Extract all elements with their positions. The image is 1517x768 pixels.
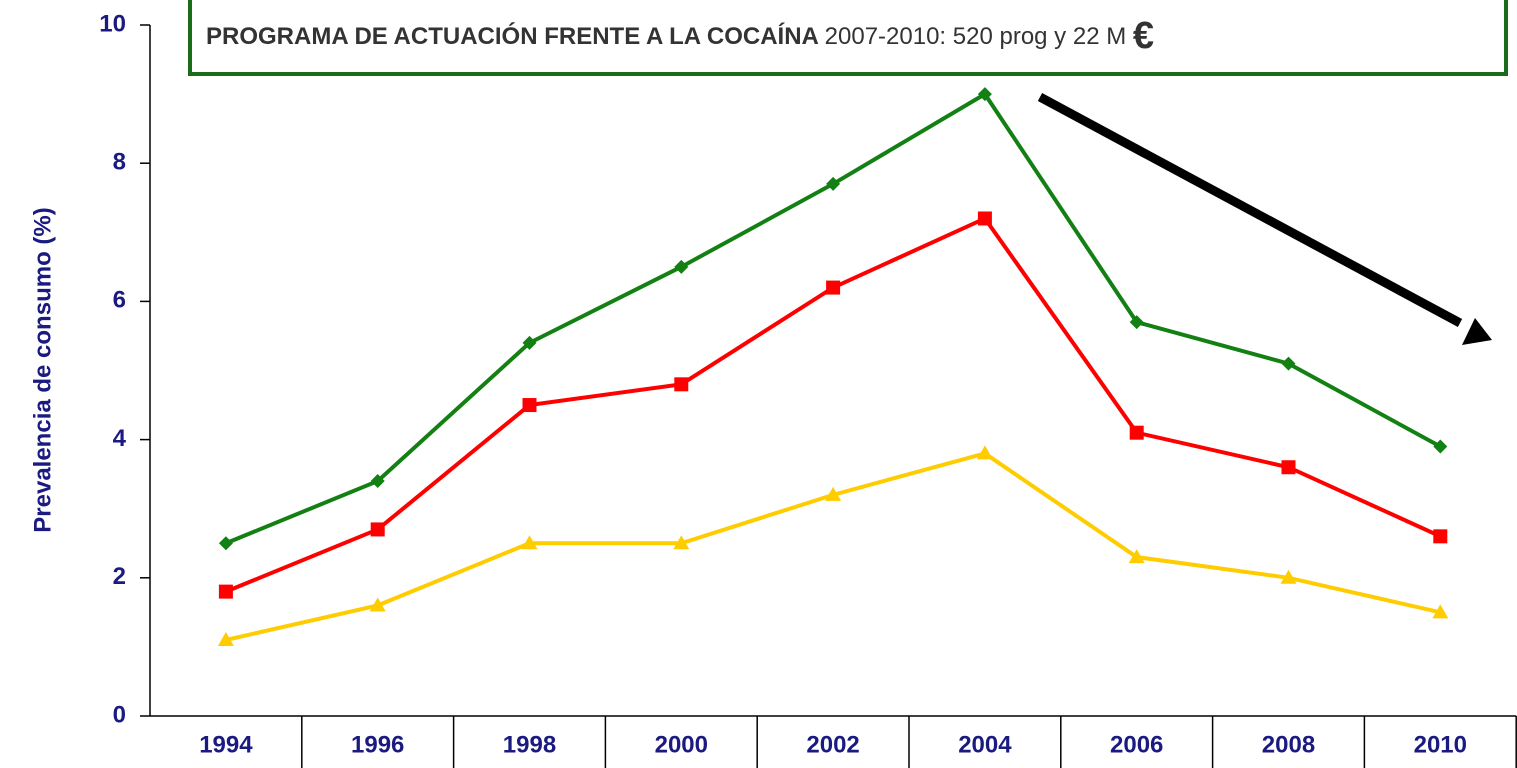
- data-point: [218, 536, 233, 551]
- data-point: [1128, 549, 1145, 564]
- data-point: [370, 474, 385, 489]
- data-point: [217, 631, 234, 646]
- series-line: [225, 91, 1442, 546]
- data-point: [826, 280, 841, 295]
- data-point: [522, 398, 537, 413]
- data-point: [369, 597, 386, 612]
- data-point: [1280, 569, 1297, 584]
- data-point: [674, 259, 689, 274]
- data-point: [370, 522, 385, 537]
- data-point: [1433, 439, 1448, 454]
- data-point: [1433, 529, 1448, 544]
- data-point: [522, 335, 537, 350]
- series-line: [225, 451, 1441, 642]
- y-tick-label: 10: [99, 10, 126, 37]
- annotation-text: 2007-2010: 520 prog y 22 M: [825, 23, 1127, 50]
- x-tick-label: 1994: [199, 731, 253, 758]
- data-point: [521, 535, 538, 550]
- trend-arrow: [1037, 93, 1463, 327]
- annotation-symbol: €: [1133, 15, 1154, 57]
- x-tick-label: 1998: [503, 731, 556, 758]
- data-point: [673, 535, 690, 550]
- x-tick-label: 1996: [351, 731, 404, 758]
- data-point: [826, 176, 841, 191]
- data-point: [825, 486, 842, 501]
- data-point: [1281, 460, 1296, 475]
- data-point: [1281, 356, 1296, 371]
- arrow-head: [1462, 318, 1492, 345]
- y-axis-label: Prevalencia de consumo (%): [29, 207, 56, 532]
- data-point: [218, 584, 233, 599]
- x-tick-label: 2008: [1262, 731, 1315, 758]
- data-point: [976, 445, 993, 460]
- x-tick-label: 2000: [655, 731, 708, 758]
- annotation-bold: PROGRAMA DE ACTUACIÓN FRENTE A LA COCAÍN…: [206, 22, 819, 50]
- y-tick-label: 2: [113, 563, 126, 590]
- annotation-box: [188, 0, 1508, 76]
- data-point: [977, 211, 992, 226]
- data-point: [674, 377, 689, 392]
- annotation: PROGRAMA DE ACTUACIÓN FRENTE A LA COCAÍN…: [206, 15, 1154, 57]
- x-tick-label: 2002: [806, 731, 859, 758]
- data-point: [1432, 604, 1449, 619]
- y-tick-label: 6: [113, 287, 126, 314]
- series-line: [225, 215, 1442, 594]
- x-tick-label: 2004: [958, 731, 1012, 758]
- y-tick-label: 0: [113, 701, 126, 728]
- y-tick-label: 4: [113, 425, 127, 452]
- y-tick-label: 8: [113, 149, 126, 176]
- x-tick-label: 2006: [1110, 731, 1163, 758]
- data-point: [1129, 425, 1144, 440]
- data-point: [1129, 315, 1144, 330]
- data-point: [977, 87, 992, 102]
- x-tick-label: 2010: [1414, 731, 1467, 758]
